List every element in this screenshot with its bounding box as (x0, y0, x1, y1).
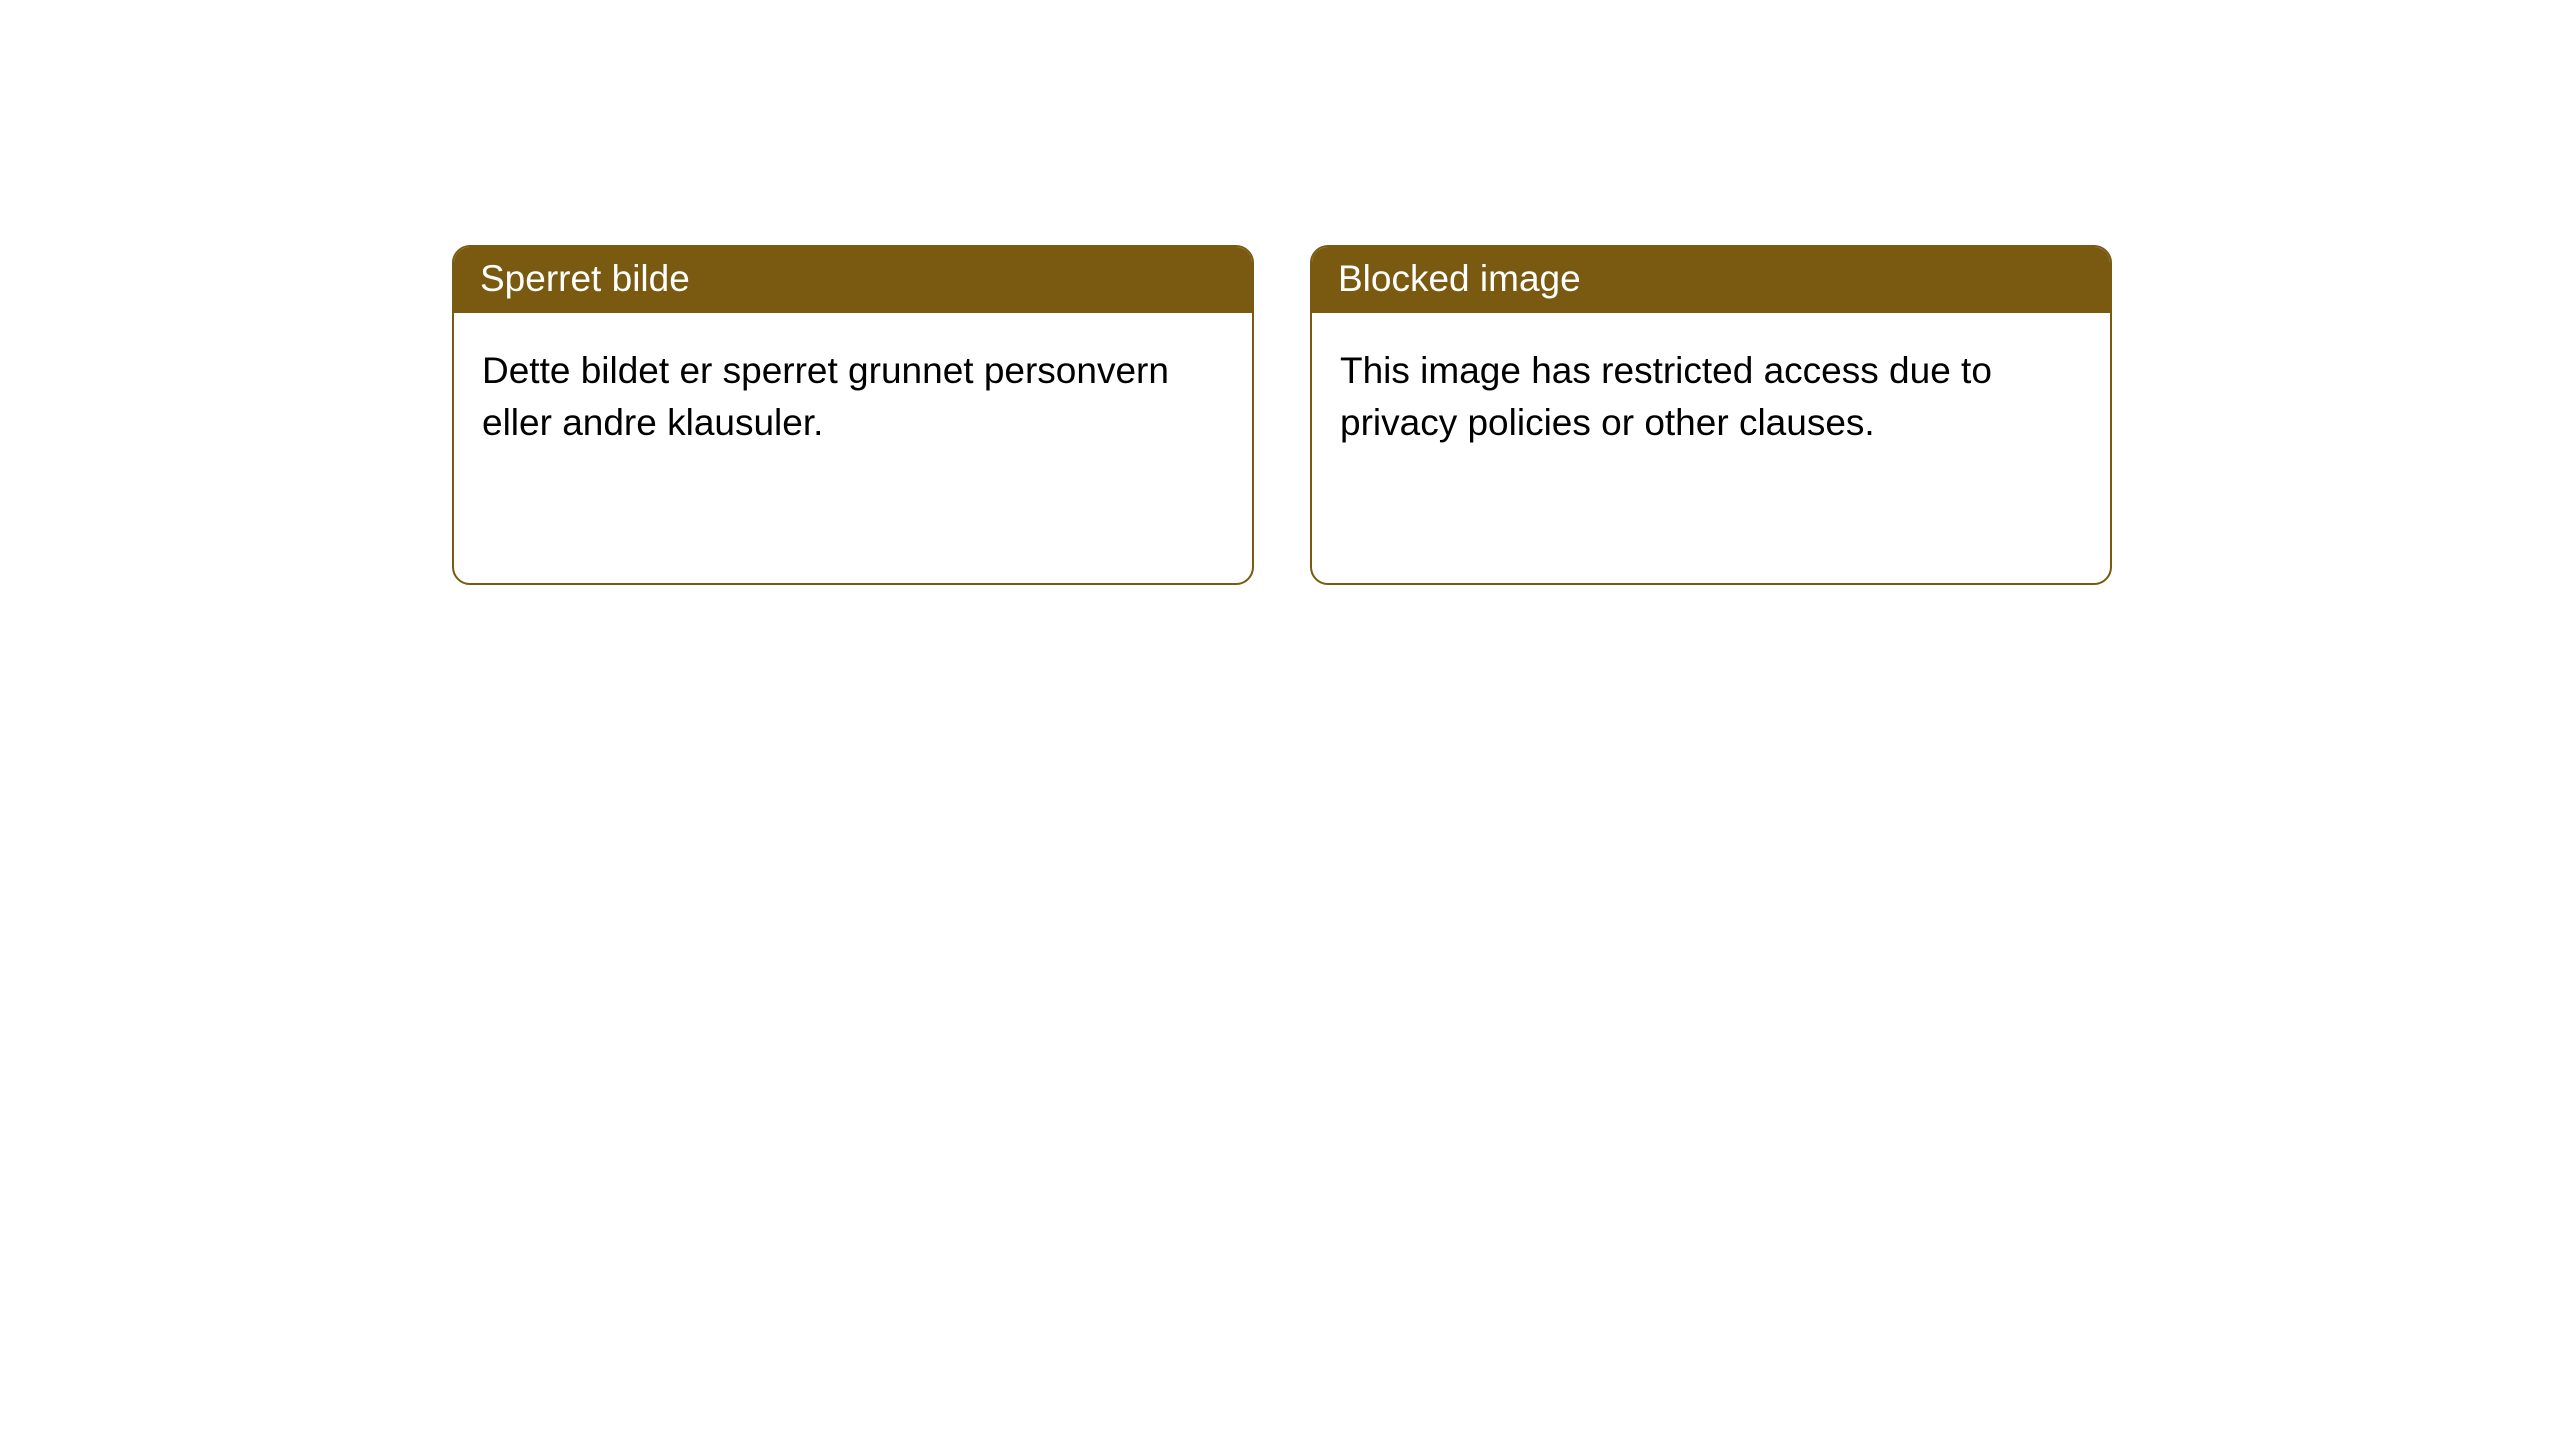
notice-body: Dette bildet er sperret grunnet personve… (454, 313, 1252, 583)
notice-container: Sperret bilde Dette bildet er sperret gr… (452, 245, 2112, 585)
notice-card-english: Blocked image This image has restricted … (1310, 245, 2112, 585)
notice-header: Sperret bilde (454, 247, 1252, 313)
notice-body: This image has restricted access due to … (1312, 313, 2110, 583)
notice-header: Blocked image (1312, 247, 2110, 313)
notice-card-norwegian: Sperret bilde Dette bildet er sperret gr… (452, 245, 1254, 585)
